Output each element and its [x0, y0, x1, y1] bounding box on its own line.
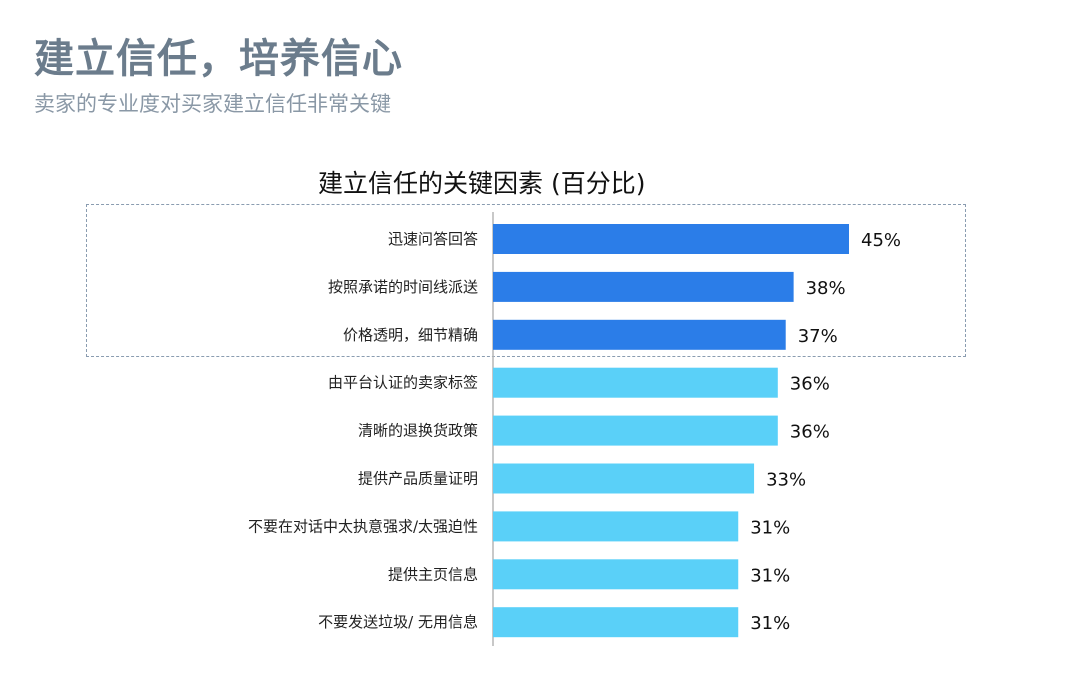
- bar-8: [493, 607, 739, 638]
- bar-5: [493, 463, 755, 494]
- category-label: 由平台认证的卖家标签: [328, 374, 478, 392]
- category-label: 按照承诺的时间线派送: [328, 278, 478, 296]
- value-label: 31%: [750, 517, 790, 538]
- value-label: 31%: [750, 565, 790, 586]
- value-label: 45%: [861, 230, 901, 251]
- chart-title: 建立信任的关键因素 (百分比): [318, 169, 646, 198]
- bar-6: [493, 511, 739, 542]
- category-label: 不要在对话中太执意强求/太强迫性: [248, 517, 478, 535]
- category-label: 清晰的退换货政策: [358, 422, 478, 440]
- bar-4: [493, 415, 778, 446]
- value-label: 31%: [750, 613, 790, 634]
- category-label: 不要发送垃圾/ 无用信息: [318, 613, 478, 631]
- category-label: 提供产品质量证明: [358, 470, 478, 488]
- value-label: 33%: [766, 470, 806, 491]
- value-label: 37%: [798, 326, 838, 347]
- bar-3: [493, 367, 778, 398]
- bar-1: [493, 271, 794, 302]
- value-label: 36%: [790, 374, 830, 395]
- value-label: 38%: [806, 278, 846, 299]
- bar-2: [493, 319, 786, 350]
- page-subtitle: 卖家的专业度对买家建立信任非常关键: [34, 92, 391, 116]
- bar-0: [493, 224, 849, 254]
- page-title: 建立信任，培养信心: [34, 36, 403, 82]
- highlight-box: [86, 204, 966, 357]
- category-label: 价格透明，细节精确: [343, 326, 478, 344]
- category-label: 迅速问答回答: [388, 230, 478, 248]
- category-label: 提供主页信息: [388, 565, 478, 583]
- value-label: 36%: [790, 422, 830, 443]
- bar-7: [493, 559, 739, 590]
